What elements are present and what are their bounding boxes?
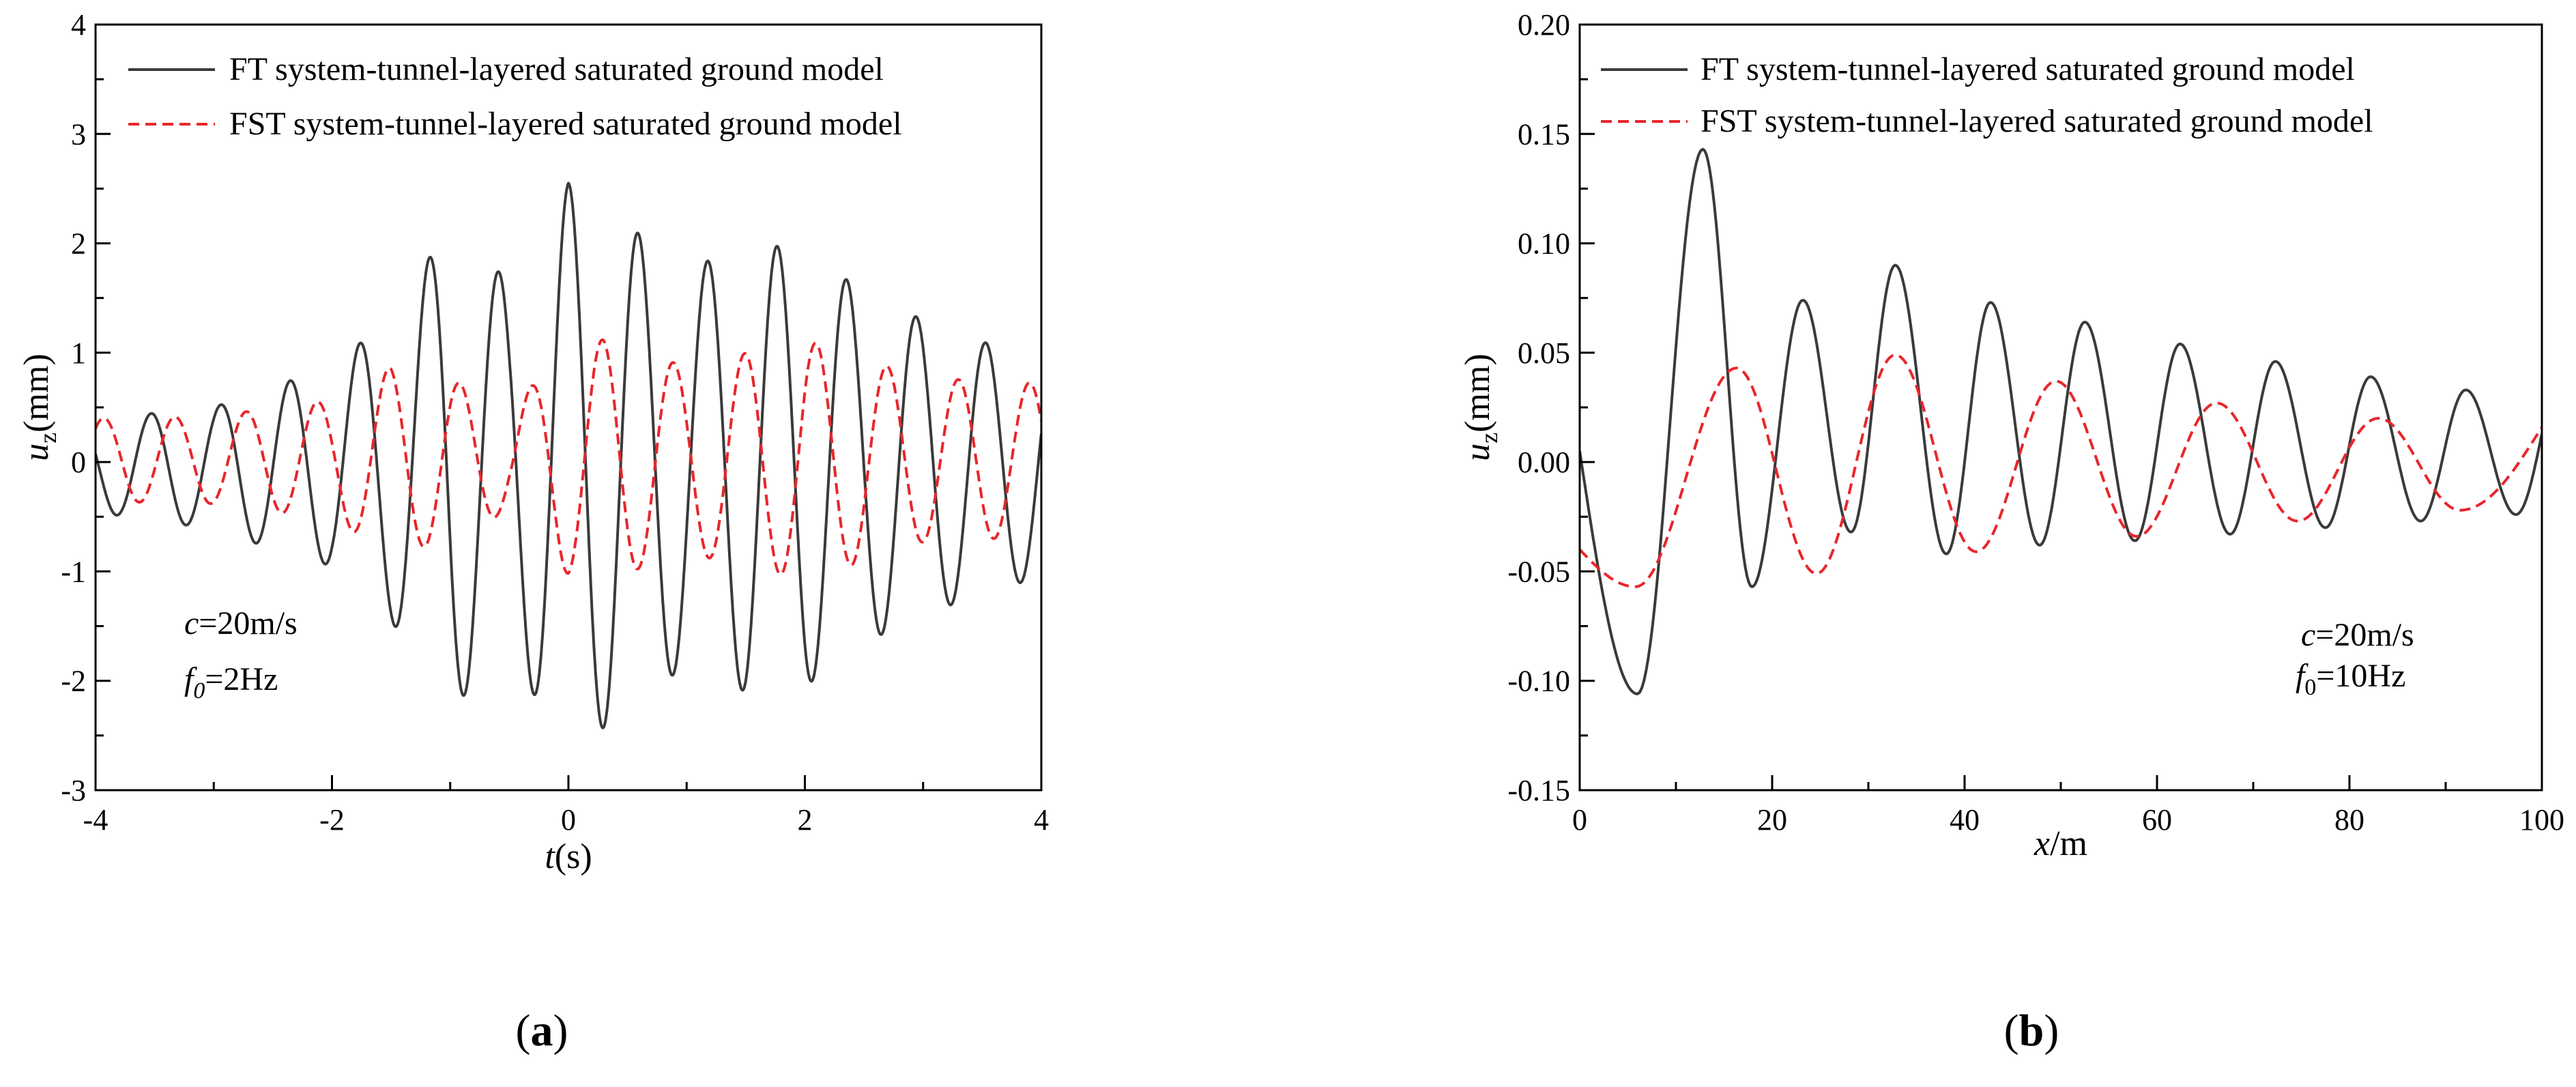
panel-b-x-tick-label: 20 bbox=[1757, 803, 1787, 837]
panel-b-y-tick-label: 0.00 bbox=[1518, 446, 1570, 479]
panel-a-y-tick-label: -2 bbox=[61, 665, 86, 698]
panel-a-y-axis-var: u bbox=[17, 444, 56, 461]
panel-b-caption: (b) bbox=[2004, 1006, 2059, 1056]
panel-b: 0 20 40 60 80 100 -0.15 -0.10 -0.05 0.00 0.05 0.10 0… bbox=[1458, 8, 2564, 1056]
panel-a-y-tick-label: 2 bbox=[71, 227, 86, 261]
panel-b-series-fst-line bbox=[1580, 353, 2542, 588]
panel-b-x-tick-label: 40 bbox=[1950, 803, 1980, 837]
panel-a-x-axis-unit: (s) bbox=[555, 837, 592, 876]
panel-b-legend-ft-label: FT system-tunnel-layered saturated groun… bbox=[1701, 51, 2355, 87]
panel-a-speed-value: =20m/s bbox=[199, 605, 297, 641]
panel-a-y-tick-label: -1 bbox=[61, 555, 86, 588]
panel-a-frequency-value: =2Hz bbox=[205, 661, 278, 697]
panel-a-ticks: -4 -2 0 2 4 -3 -2 -1 0 1 2 3 4 bbox=[61, 8, 1049, 837]
panel-a-legend-fst-label: FST system-tunnel-layered saturated grou… bbox=[229, 106, 902, 142]
panel-b-legend: FT system-tunnel-layered saturated groun… bbox=[1601, 51, 2373, 139]
panel-b-speed-symbol: c bbox=[2301, 617, 2315, 653]
panel-a-speed-symbol: c bbox=[184, 605, 199, 641]
panel-b-y-axis-var: u bbox=[1458, 444, 1497, 461]
panel-a: -4 -2 0 2 4 -3 -2 -1 0 1 2 3 4 FT system-tunnel-laye… bbox=[17, 8, 1049, 1056]
panel-a-series-fst-line bbox=[96, 338, 1041, 576]
panel-b-ticks: 0 20 40 60 80 100 -0.15 -0.10 -0.05 0.00 0.05 0.10 0… bbox=[1507, 8, 2564, 837]
panel-b-y-tick-label: 0.15 bbox=[1518, 117, 1570, 151]
panel-b-x-axis-unit: /m bbox=[2050, 824, 2087, 863]
panel-b-plot-area bbox=[1580, 147, 2542, 695]
panel-b-x-tick-label: 100 bbox=[2519, 803, 2564, 837]
panel-a-x-axis-var: t bbox=[545, 837, 555, 876]
panel-a-x-tick-label: 0 bbox=[561, 803, 576, 837]
panel-a-y-tick-label: 4 bbox=[71, 8, 86, 42]
panel-b-y-axis-sub: z bbox=[1475, 433, 1503, 444]
panel-a-y-axis-label: uz(mm) bbox=[17, 353, 61, 461]
panel-b-legend-fst-label: FST system-tunnel-layered saturated grou… bbox=[1701, 103, 2373, 139]
panel-a-y-tick-label: 0 bbox=[71, 446, 86, 479]
panel-a-x-tick-label: 4 bbox=[1034, 803, 1049, 837]
panel-a-y-tick-label: -3 bbox=[61, 774, 86, 807]
panel-b-x-axis-label: x/m bbox=[2034, 824, 2087, 863]
panel-a-y-tick-label: 3 bbox=[71, 117, 86, 151]
panel-b-frequency-annotation: f0=10Hz bbox=[2296, 658, 2405, 700]
panel-b-caption-letter: b bbox=[2019, 1006, 2044, 1056]
panel-b-x-tick-label: 0 bbox=[1572, 803, 1587, 837]
panel-b-y-tick-label: 0.20 bbox=[1518, 8, 1570, 42]
panel-b-frequency-value: =10Hz bbox=[2316, 658, 2405, 694]
panel-a-y-tick-label: 1 bbox=[71, 336, 86, 370]
panel-b-frequency-subscript: 0 bbox=[2304, 675, 2316, 700]
panel-a-plot-area bbox=[96, 182, 1041, 729]
panel-a-legend-ft-label: FT system-tunnel-layered saturated groun… bbox=[229, 51, 884, 87]
panel-a-series-ft-line bbox=[96, 182, 1041, 729]
panel-b-x-tick-label: 60 bbox=[2142, 803, 2172, 837]
panel-b-y-tick-label: -0.10 bbox=[1507, 665, 1570, 698]
panel-a-speed-annotation: c=20m/s bbox=[184, 605, 298, 641]
panel-b-x-tick-label: 80 bbox=[2334, 803, 2364, 837]
panel-b-y-tick-label: 0.05 bbox=[1518, 336, 1570, 370]
panel-a-caption-letter: a bbox=[531, 1006, 553, 1056]
panel-a-x-tick-label: -2 bbox=[319, 803, 345, 837]
panel-a-y-axis-sub: z bbox=[34, 433, 61, 444]
panel-b-x-axis-var: x bbox=[2034, 824, 2050, 863]
panel-b-y-tick-label: -0.15 bbox=[1507, 774, 1570, 807]
panel-b-speed-value: =20m/s bbox=[2315, 617, 2414, 653]
panel-a-x-tick-label: 2 bbox=[798, 803, 813, 837]
panel-a-caption: (a) bbox=[516, 1006, 568, 1056]
panel-a-y-axis-unit: (mm) bbox=[17, 353, 56, 433]
panel-b-speed-annotation: c=20m/s bbox=[2301, 617, 2414, 653]
panel-a-legend: FT system-tunnel-layered saturated groun… bbox=[128, 51, 902, 142]
panel-b-y-tick-label: 0.10 bbox=[1518, 227, 1570, 261]
panel-a-x-tick-label: -4 bbox=[83, 803, 108, 837]
panel-b-y-axis-unit: (mm) bbox=[1458, 353, 1497, 433]
panel-a-x-axis-label: t(s) bbox=[545, 837, 592, 876]
panel-a-frequency-annotation: f0=2Hz bbox=[184, 661, 278, 704]
panel-a-frequency-subscript: 0 bbox=[193, 678, 205, 704]
panel-b-y-tick-label: -0.05 bbox=[1507, 555, 1570, 588]
panel-b-series-ft-line bbox=[1580, 147, 2542, 695]
panel-b-y-axis-label: uz(mm) bbox=[1458, 353, 1503, 461]
